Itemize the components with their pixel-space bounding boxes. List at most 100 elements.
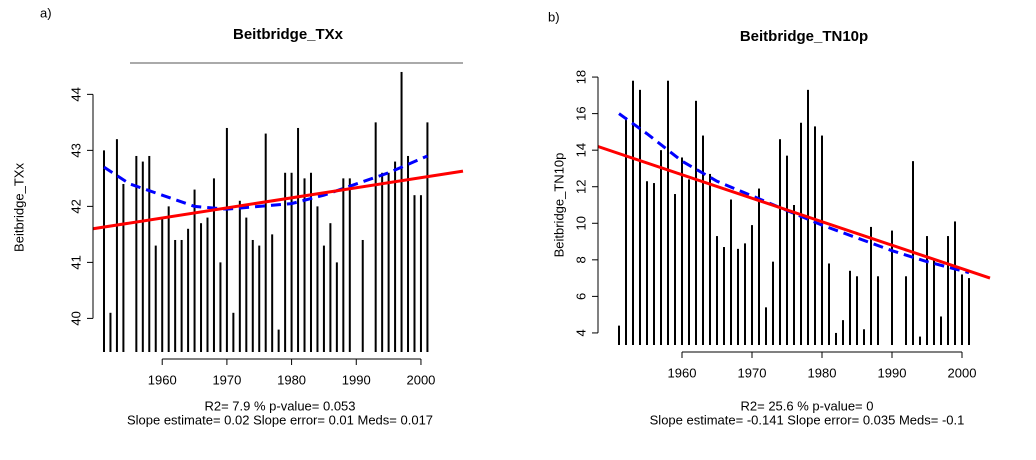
stats-note: Slope estimate= -0.141 Slope error= 0.03… [650, 412, 965, 427]
bar [193, 189, 196, 352]
bar [167, 206, 170, 352]
bar [381, 172, 384, 352]
bar [779, 139, 781, 345]
bar [765, 307, 767, 345]
bar [303, 178, 306, 352]
bar [625, 117, 627, 345]
bar [161, 217, 164, 352]
bar [968, 278, 970, 345]
bar [828, 263, 830, 345]
panel-label: a) [40, 5, 52, 20]
y-tick-label: 14 [573, 143, 588, 157]
x-tick-label: 1980 [277, 372, 306, 387]
bar [793, 205, 795, 345]
bar [870, 226, 872, 345]
bar [961, 274, 963, 345]
bar [919, 336, 921, 345]
bar [835, 332, 837, 345]
y-tick-label: 6 [573, 293, 588, 300]
bar [716, 236, 718, 345]
bar [618, 325, 620, 345]
x-tick-label: 1970 [212, 372, 241, 387]
bar [232, 312, 235, 352]
bar [335, 262, 338, 352]
bar [842, 320, 844, 345]
bar [329, 223, 332, 352]
bar [632, 80, 634, 345]
bar [723, 247, 725, 345]
bar [212, 178, 215, 352]
bar [219, 262, 222, 352]
bar [400, 71, 403, 352]
x-tick-label: 1970 [738, 365, 767, 380]
bar [180, 239, 183, 352]
x-tick-label: 1990 [342, 372, 371, 387]
bar [187, 228, 190, 352]
x-tick-label: 2000 [948, 365, 977, 380]
bar [238, 200, 241, 352]
bar [660, 150, 662, 345]
y-tick-label: 40 [68, 311, 83, 325]
y-tick-label: 4 [573, 329, 588, 336]
bar [926, 236, 928, 345]
chart-title: Beitbridge_TXx [233, 26, 344, 43]
bar [905, 276, 907, 345]
y-axis-label: Beitbridge_TN10p [551, 153, 566, 258]
bar [387, 172, 390, 352]
bar [102, 150, 105, 352]
y-tick-label: 16 [573, 106, 588, 120]
bar [730, 199, 732, 345]
y-tick-label: 10 [573, 216, 588, 230]
bar [413, 195, 416, 352]
x-tick-label: 2000 [406, 372, 435, 387]
bar [316, 206, 319, 352]
bar [407, 155, 410, 352]
bar [744, 243, 746, 345]
bar [863, 329, 865, 345]
bar [122, 183, 125, 352]
bar [290, 172, 293, 352]
bar [141, 161, 144, 352]
bar [271, 234, 274, 352]
stats-note: R2= 25.6 % p-value= 0 [741, 398, 874, 413]
x-tick-label: 1960 [148, 372, 177, 387]
bar [674, 194, 676, 345]
bar [653, 183, 655, 345]
bar [200, 223, 203, 352]
bar [947, 236, 949, 345]
bar [394, 161, 397, 352]
x-tick-label: 1990 [878, 365, 907, 380]
x-tick-label: 1960 [668, 365, 697, 380]
trend-line [92, 169, 464, 231]
y-tick-label: 41 [68, 255, 83, 269]
bar [206, 217, 209, 352]
stats-note: Slope estimate= 0.02 Slope error= 0.01 M… [127, 412, 433, 427]
bar [800, 122, 802, 345]
bar [419, 195, 422, 352]
bar [772, 261, 774, 345]
bar [148, 155, 151, 352]
bar [115, 139, 118, 352]
panel-label: b) [548, 9, 560, 24]
x-tick-label: 1980 [808, 365, 837, 380]
bar [681, 157, 683, 345]
bar [374, 122, 377, 352]
bar [877, 276, 879, 345]
bar [933, 259, 935, 345]
bar [709, 173, 711, 345]
bar [284, 172, 287, 352]
bar [688, 179, 690, 345]
bar [322, 245, 325, 352]
y-tick-label: 8 [573, 256, 588, 263]
bar [814, 126, 816, 346]
bar [348, 178, 351, 352]
y-tick-label: 18 [573, 70, 588, 84]
bar [258, 245, 261, 352]
y-axis-label: Beitbridge_TXx [11, 163, 26, 252]
bar [109, 312, 112, 352]
bar [856, 276, 858, 345]
bar [849, 270, 851, 345]
bar [891, 230, 893, 345]
bar [751, 225, 753, 345]
